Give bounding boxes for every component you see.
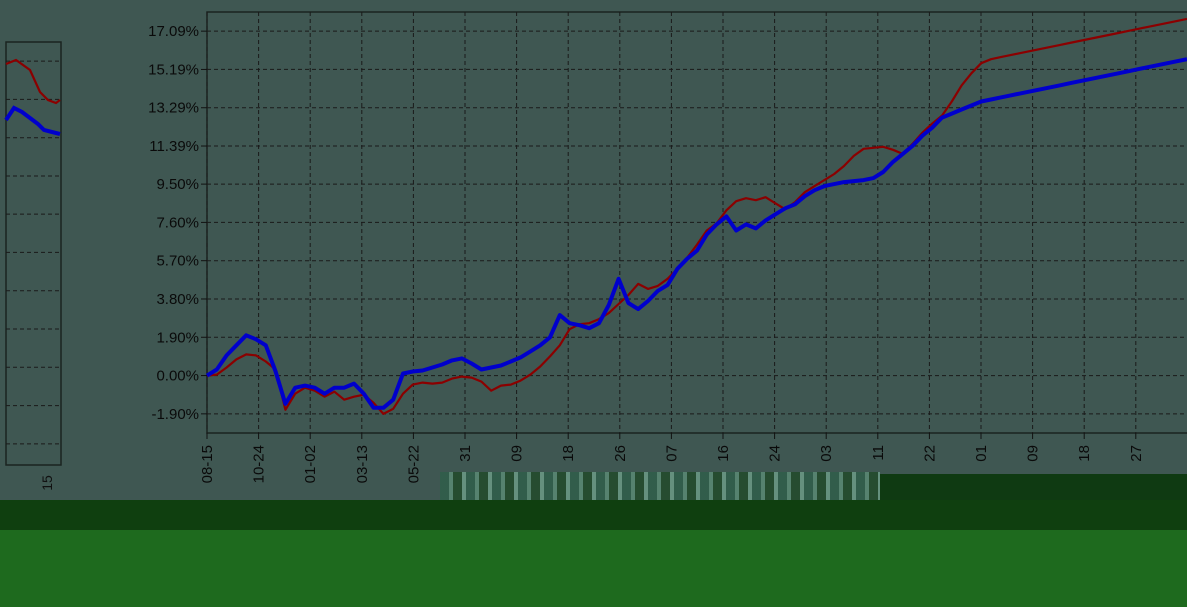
series-lines (205, 17, 1187, 415)
x-tick-label: 24 (767, 445, 784, 462)
x-tick-label: 01-02 (302, 445, 319, 483)
dark-band (0, 500, 1187, 530)
y-tick-label: 17.09% (148, 23, 199, 40)
x-tick-label: 01 (973, 445, 990, 462)
y-tick-label: -1.90% (151, 406, 199, 423)
x-tick-label: 05-22 (405, 445, 422, 483)
left-series (4, 58, 61, 136)
x-tick-label: 10-24 (251, 445, 268, 483)
x-tick-label: 26 (612, 445, 629, 462)
y-tick-label: 0.00% (156, 368, 199, 385)
y-tick-label: 1.90% (156, 329, 199, 346)
x-tick-label: 22 (921, 445, 938, 462)
x-tick-label: 11 (870, 445, 887, 461)
green-band (0, 530, 1187, 607)
grid-lines (206, 12, 1187, 433)
left-series-line-red (5, 58, 61, 105)
left-plot-frame (5, 41, 62, 466)
x-tick-label: 18 (1076, 445, 1093, 462)
x-tick-label: 31 (457, 445, 474, 462)
y-tick-label: 11.39% (149, 138, 199, 155)
y-tick-label: 3.80% (156, 291, 199, 308)
left-series-line-blue (4, 105, 61, 136)
series-line-blue (205, 57, 1187, 410)
x-tick-label: 27 (1128, 445, 1145, 462)
artifact-strip-dark (880, 474, 1187, 502)
x-tick-label: 18 (560, 445, 577, 462)
x-tick-label: 08-15 (199, 445, 216, 483)
y-axis-ticks: 17.09% 15.19% 13.29% 11.39% 9.50% 7.60% 5.70% 3… (148, 23, 207, 423)
left-grid (6, 60, 61, 445)
x-axis-ticks: 08-15 10-24 01-02 03-13 05-22 31 09 18 26 07 16 24 0… (199, 433, 1145, 483)
x-tick-label: 09 (509, 445, 526, 462)
left-partial-panel (5, 41, 62, 466)
x-tick-label: 03-13 (354, 445, 371, 483)
x-tick-label: 03 (818, 445, 835, 462)
y-tick-label: 9.50% (156, 176, 199, 193)
x-tick-label: 16 (715, 445, 732, 462)
artifact-strip (440, 472, 880, 502)
returns-line-chart: 15 17.09% 15.19% 13.29% 11.39% 9.50% 7.60% 5.7… (4, 11, 1187, 491)
y-tick-label: 13.29% (148, 100, 199, 117)
y-tick-label: 15.19% (148, 61, 199, 78)
series-line-red (206, 17, 1187, 415)
x-tick-label: 07 (663, 445, 680, 462)
chart-background (0, 0, 1187, 500)
x-tick-label: 09 (1025, 445, 1042, 462)
y-tick-label: 7.60% (156, 214, 199, 231)
left-x-tick-label: 15 (39, 475, 55, 491)
y-tick-label: 5.70% (156, 253, 199, 270)
